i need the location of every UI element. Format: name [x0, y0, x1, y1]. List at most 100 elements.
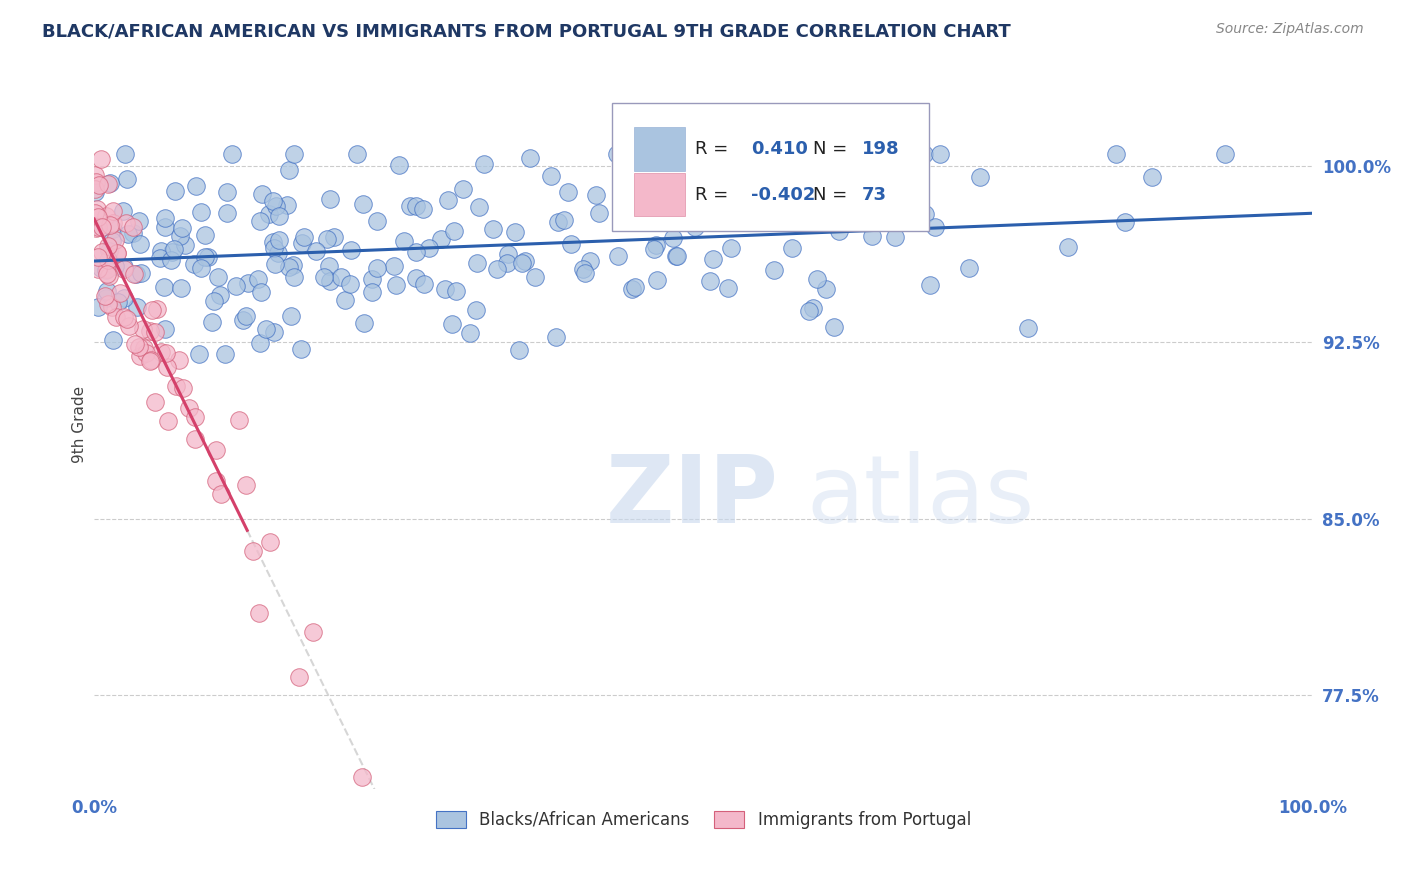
Point — [806, 272, 828, 286]
Point — [607, 250, 630, 264]
Point — [695, 210, 717, 224]
Point — [540, 169, 562, 183]
Point — [129, 236, 152, 251]
Point — [96, 209, 118, 223]
Point — [202, 293, 225, 308]
Point — [209, 287, 232, 301]
Point — [84, 182, 107, 196]
Point — [443, 224, 465, 238]
Point — [762, 263, 785, 277]
Point — [588, 206, 610, 220]
Point — [1105, 146, 1128, 161]
Point — [145, 302, 167, 317]
Point — [249, 214, 271, 228]
Point — [262, 194, 284, 208]
Point — [87, 220, 110, 235]
Point — [793, 213, 815, 227]
Point — [89, 178, 111, 193]
Point — [112, 310, 135, 325]
Point — [97, 297, 120, 311]
Text: R =: R = — [695, 140, 728, 158]
Point — [437, 193, 460, 207]
Point — [920, 277, 942, 292]
Point — [98, 218, 121, 232]
Point — [643, 243, 665, 257]
Point — [519, 151, 541, 165]
Point — [799, 304, 821, 318]
Point — [228, 413, 250, 427]
Point — [163, 184, 186, 198]
Point — [128, 214, 150, 228]
Point — [281, 258, 304, 272]
Text: -0.402: -0.402 — [751, 186, 815, 203]
Point — [266, 246, 288, 260]
Point — [1114, 215, 1136, 229]
Point — [247, 272, 270, 286]
Text: 73: 73 — [862, 186, 887, 203]
Point — [153, 279, 176, 293]
Point — [98, 244, 121, 259]
Point — [969, 170, 991, 185]
Point — [197, 251, 219, 265]
Point — [257, 207, 280, 221]
Point — [91, 244, 114, 259]
Point — [278, 260, 301, 274]
Point — [122, 267, 145, 281]
Point — [572, 262, 595, 277]
Point — [269, 210, 291, 224]
Point — [405, 270, 427, 285]
Point — [547, 215, 569, 229]
Text: 0.410: 0.410 — [751, 140, 807, 158]
Point — [254, 322, 277, 336]
Point — [150, 344, 173, 359]
Point — [114, 260, 136, 275]
Point — [101, 234, 124, 248]
Point — [666, 249, 689, 263]
Point — [340, 244, 363, 258]
Point — [205, 474, 228, 488]
Point — [860, 228, 883, 243]
Point — [250, 285, 273, 300]
Point — [96, 267, 118, 281]
Y-axis label: 9th Grade: 9th Grade — [72, 386, 87, 463]
Point — [848, 180, 870, 194]
Point — [104, 233, 127, 247]
Point — [153, 322, 176, 336]
Point — [513, 253, 536, 268]
Point — [823, 320, 845, 334]
Point — [679, 199, 702, 213]
Point — [914, 207, 936, 221]
Point — [209, 486, 232, 500]
Point — [287, 670, 309, 684]
Point — [290, 342, 312, 356]
Point — [97, 253, 120, 268]
Point — [247, 607, 270, 621]
Point — [644, 238, 666, 252]
Text: Source: ZipAtlas.com: Source: ZipAtlas.com — [1216, 22, 1364, 37]
Point — [97, 238, 120, 252]
Point — [84, 175, 107, 189]
Point — [553, 212, 575, 227]
Point — [957, 260, 980, 275]
Text: N =: N = — [813, 186, 848, 203]
Point — [433, 282, 456, 296]
Point — [647, 273, 669, 287]
Point — [169, 229, 191, 244]
Point — [319, 274, 342, 288]
Point — [412, 202, 434, 216]
Point — [1213, 146, 1236, 161]
Point — [485, 261, 508, 276]
Point — [346, 146, 368, 161]
Point — [129, 266, 152, 280]
Point — [93, 289, 115, 303]
Point — [361, 272, 384, 286]
Point — [235, 478, 257, 492]
Point — [405, 245, 427, 260]
Point — [606, 146, 628, 161]
Point — [868, 159, 890, 173]
Point — [131, 322, 153, 336]
Point — [249, 335, 271, 350]
Point — [430, 232, 453, 246]
Point — [465, 303, 488, 318]
Point — [291, 235, 314, 250]
